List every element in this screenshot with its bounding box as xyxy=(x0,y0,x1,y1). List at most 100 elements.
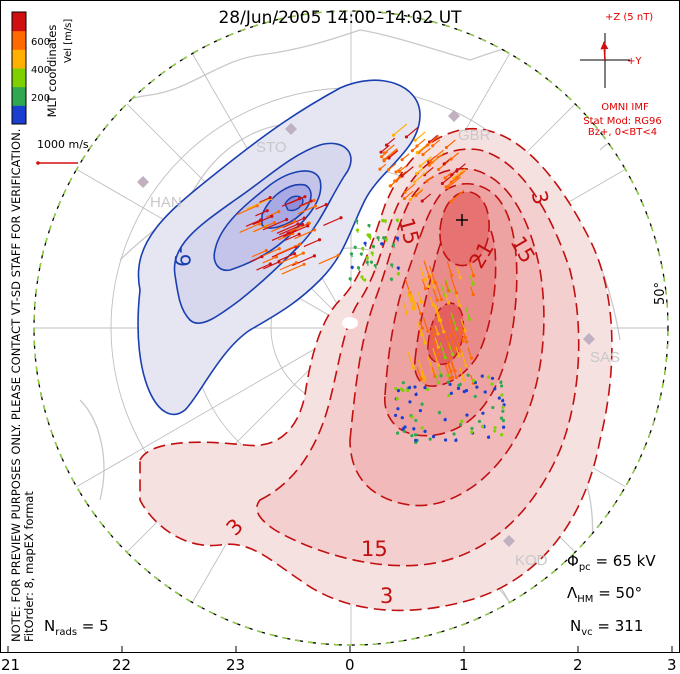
velocity-vector xyxy=(430,149,444,162)
velocity-vector-origin xyxy=(473,394,477,399)
velocity-vector-origin xyxy=(297,197,302,201)
velocity-vector-origin xyxy=(395,236,400,240)
velocity-vector-origin xyxy=(404,135,409,139)
velocity-vector-origin xyxy=(265,209,269,213)
velocity-vector xyxy=(407,292,414,310)
velocity-vector-origin xyxy=(414,172,419,176)
velocity-vector-origin xyxy=(500,393,504,397)
velocity-vector xyxy=(259,197,271,203)
velocity-vector-origin xyxy=(302,216,306,220)
velocity-vector xyxy=(467,347,473,359)
colorbar-segment xyxy=(12,30,26,50)
velocity-vector-origin xyxy=(443,438,448,442)
velocity-vector-origin xyxy=(446,301,451,305)
velocity-vector-origin xyxy=(405,311,409,315)
velocity-vector-origin xyxy=(413,385,417,389)
velocity-vector-origin xyxy=(436,381,441,385)
velocity-vector-origin xyxy=(457,354,461,358)
velocity-vector xyxy=(432,288,438,301)
preview-notice: NOTE: FOR PREVIEW PURPOSES ONLY. PLEASE … xyxy=(9,52,36,642)
velocity-vector-origin xyxy=(420,199,424,203)
velocity-vector xyxy=(440,284,446,296)
radar-count: Nrads = 5 xyxy=(44,617,109,638)
velocity-vector-origin xyxy=(268,196,272,200)
velocity-vector-origin xyxy=(446,185,450,190)
station-label: STO xyxy=(256,139,287,156)
velocity-vector xyxy=(435,283,443,300)
velocity-vector xyxy=(423,260,430,278)
velocity-vector-origin xyxy=(436,167,441,172)
velocity-vector-origin xyxy=(391,243,395,247)
velocity-vector-origin xyxy=(480,424,485,429)
velocity-vector-origin xyxy=(394,386,398,391)
velocity-vector xyxy=(450,312,458,330)
velocity-vector-origin xyxy=(423,286,428,291)
velocity-vector xyxy=(416,321,423,335)
velocity-vector-origin xyxy=(436,353,440,357)
velocity-vector-origin xyxy=(306,224,310,228)
velocity-vector-origin xyxy=(501,405,505,409)
velocity-vector-origin xyxy=(471,273,476,278)
velocity-vector xyxy=(294,229,315,240)
velocity-vector xyxy=(282,217,305,229)
velocity-vector-origin xyxy=(272,220,276,225)
velocity-vector xyxy=(297,205,316,215)
velocity-vector-origin xyxy=(448,382,452,386)
velocity-vector xyxy=(250,256,263,263)
velocity-vector xyxy=(271,229,296,242)
velocity-vector xyxy=(394,171,407,182)
colorbar-tick: 600 xyxy=(31,37,51,48)
colorbar-segment xyxy=(12,105,26,125)
velocity-vector xyxy=(245,219,262,227)
velocity-vector xyxy=(422,147,431,155)
velocity-vector-origin xyxy=(348,277,352,281)
velocity-vector-origin xyxy=(379,155,384,159)
velocity-vector-origin xyxy=(413,138,417,142)
velocity-vector-origin xyxy=(396,389,401,393)
velocity-vector-origin xyxy=(444,145,449,150)
velocity-vector-origin xyxy=(443,176,447,180)
velocity-vector-origin xyxy=(425,387,430,391)
velocity-vector-origin xyxy=(463,328,467,333)
velocity-vector-origin xyxy=(407,386,412,390)
velocity-vector xyxy=(446,261,453,276)
velocity-vector-origin xyxy=(483,390,487,394)
velocity-vector xyxy=(448,318,455,335)
velocity-vector-origin xyxy=(464,389,469,393)
velocity-vector-origin xyxy=(454,291,458,295)
contour-label: 15 xyxy=(361,537,388,561)
velocity-vector xyxy=(262,256,277,264)
fit-order-text: FitOrder: 8, mapEX format xyxy=(22,491,36,642)
velocity-vector-origin xyxy=(408,400,412,404)
velocity-vector-origin xyxy=(452,432,456,436)
velocity-vector-origin xyxy=(355,219,359,223)
velocity-vector-origin xyxy=(447,393,451,398)
velocity-vector-origin xyxy=(415,144,419,148)
velocity-vector xyxy=(290,252,304,260)
velocity-vector-origin xyxy=(296,222,300,226)
velocity-vector-origin xyxy=(383,219,387,223)
velocity-vector xyxy=(318,254,339,265)
velocity-vector-origin xyxy=(419,311,423,316)
velocity-vector-origin xyxy=(497,396,501,400)
velocity-vector xyxy=(239,223,260,234)
velocity-vector-origin xyxy=(380,242,384,246)
velocity-vector-origin xyxy=(363,278,367,282)
velocity-vector xyxy=(465,307,471,320)
velocity-vector-origin xyxy=(412,427,416,431)
velocity-vector-origin xyxy=(264,248,268,253)
imf-condition: Bz+, 0<BT<4 xyxy=(587,127,658,138)
imf-source: OMNI IMF xyxy=(601,102,649,113)
velocity-vector-origin xyxy=(277,247,281,251)
velocity-vector-origin xyxy=(427,284,431,289)
velocity-vector xyxy=(416,367,422,380)
plot-title: 28/Jun/2005 14:00–14:02 UT xyxy=(218,8,462,28)
velocity-vector xyxy=(456,267,461,278)
velocity-vector xyxy=(444,293,450,304)
velocity-vector-origin xyxy=(469,356,474,360)
velocity-vector xyxy=(399,164,408,172)
mlt-tick-label: 1 xyxy=(459,656,469,674)
velocity-vector xyxy=(449,356,456,372)
velocity-vector-origin xyxy=(464,363,468,368)
velocity-vector-origin xyxy=(419,300,424,304)
